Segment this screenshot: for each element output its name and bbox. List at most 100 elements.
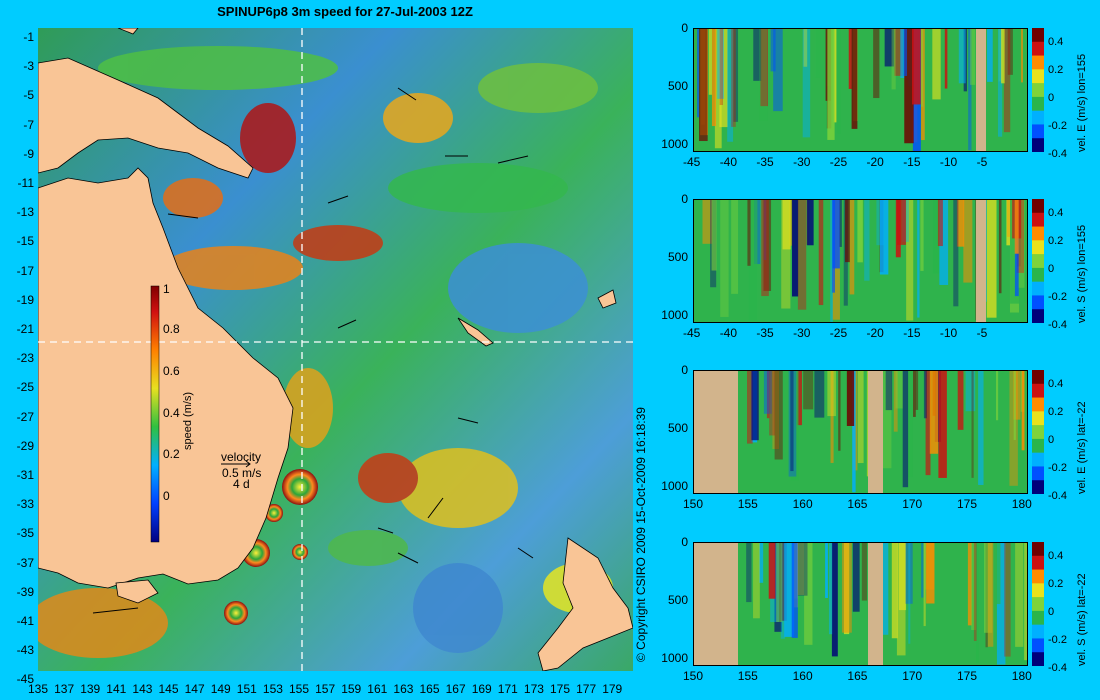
map-x-tick: 161 — [367, 682, 388, 696]
map-x-tick: 169 — [471, 682, 492, 696]
section-y-tick: 500 — [667, 593, 688, 607]
section-y-tick: 1000 — [661, 137, 688, 151]
section-cbar-tick: 0.4 — [1048, 36, 1064, 48]
section-x-tick: -10 — [939, 155, 958, 169]
map-x-tick: 147 — [184, 682, 205, 696]
map-y-tick: -31 — [16, 468, 34, 482]
map-y-tick: -23 — [16, 351, 34, 366]
map-x-tick: 171 — [497, 682, 518, 696]
section-x-tick: -45 — [683, 155, 701, 169]
velocity-legend-label: velocity — [221, 450, 262, 464]
section-cbar-tick: 0.2 — [1048, 235, 1064, 247]
section-x-tick: -5 — [976, 326, 988, 340]
section-colorbar-3 — [1032, 370, 1044, 494]
section-y-tick: 0 — [681, 363, 688, 377]
map-x-tick: 165 — [419, 682, 440, 696]
map-y-tick: -41 — [16, 614, 34, 628]
section-cbar-tick: -0.4 — [1048, 662, 1067, 674]
section-land — [976, 28, 986, 152]
section-land — [693, 370, 738, 494]
section-x-tick: -25 — [829, 155, 848, 169]
section-y-tick: 0 — [681, 535, 688, 549]
map-y-tick: -11 — [17, 176, 34, 190]
section-x-tick: -40 — [719, 155, 738, 169]
section-cbar-tick: 0 — [1048, 263, 1055, 275]
speed-map — [28, 27, 634, 672]
speed-map-svg — [28, 27, 634, 672]
map-x-tick: 143 — [132, 682, 153, 696]
velocity-legend-duration: 4 d — [233, 477, 250, 491]
map-y-tick: -9 — [23, 146, 34, 161]
speed-colorbar — [150, 285, 160, 543]
section-y-tick: 500 — [667, 79, 688, 93]
section-cbar-tick: 0.4 — [1048, 378, 1064, 390]
map-y-tick: -3 — [23, 59, 34, 74]
new-caledonia — [457, 317, 494, 347]
section-colorbar-2 — [1032, 199, 1044, 323]
section-y-tick: 1000 — [661, 651, 688, 665]
section-cbar-tick: -0.2 — [1048, 462, 1067, 474]
map-y-tick: -17 — [16, 263, 34, 278]
section-cbar-tick: 0.4 — [1048, 207, 1064, 219]
map-x-tick: 139 — [80, 682, 101, 696]
section-colorbar-1 — [1032, 28, 1044, 152]
section-x-tick: -15 — [903, 155, 921, 169]
section-x-tick: -10 — [939, 326, 958, 340]
section-y-tick: 500 — [667, 421, 688, 435]
section-cbar-tick: 0 — [1048, 606, 1055, 618]
map-x-tick: 149 — [210, 682, 231, 696]
section-x-tick: -30 — [793, 155, 811, 169]
section-cbar-label: vel. E (m/s) lon=155 — [1076, 53, 1088, 152]
section-x-tick: 180 — [1011, 497, 1032, 511]
section-cbar-tick: 0.2 — [1048, 64, 1064, 76]
map-x-tick: 175 — [550, 682, 571, 696]
section-cbar-label: vel. E (m/s) lat=-22 — [1076, 401, 1088, 494]
section-panel-4 — [693, 542, 1028, 666]
section-x-tick: 155 — [737, 669, 758, 683]
section-y-tick: 500 — [667, 250, 688, 264]
section-cbar-tick: 0.2 — [1048, 578, 1064, 590]
section-panel-2 — [693, 199, 1028, 323]
section-cbar-tick: 0.2 — [1048, 406, 1064, 418]
section-x-tick: 175 — [957, 669, 978, 683]
map-y-tick: -35 — [16, 526, 34, 541]
section-x-tick: 160 — [792, 497, 813, 511]
map-x-tick: 173 — [523, 682, 544, 696]
map-x-tick: 141 — [106, 682, 127, 696]
map-y-tick: -21 — [16, 322, 34, 336]
map-y-tick: -5 — [23, 88, 34, 103]
section-cbar-tick: 0 — [1048, 434, 1055, 446]
section-land — [693, 542, 738, 666]
section-cbar-tick: 0 — [1048, 92, 1055, 104]
map-y-tick: -33 — [16, 497, 34, 512]
section-x-tick: 155 — [737, 497, 758, 511]
island-top — [117, 27, 139, 35]
map-x-tick: 155 — [289, 682, 310, 696]
map-y-tick: -15 — [16, 234, 34, 249]
map-cbar-tick-1: 1 — [163, 282, 170, 296]
map-x-tick: 153 — [262, 682, 283, 696]
map-y-tick: -39 — [16, 584, 34, 599]
section-x-tick: 180 — [1011, 669, 1032, 683]
section-colorbar-4 — [1032, 542, 1044, 666]
map-cbar-tick-08: 0.8 — [163, 322, 180, 336]
section-y-tick: 0 — [681, 192, 688, 206]
section-x-tick: -45 — [683, 326, 701, 340]
new-zealand — [537, 537, 634, 672]
section-cbar-tick: -0.4 — [1048, 319, 1067, 331]
map-y-tick: -7 — [23, 117, 34, 132]
map-cbar-tick-02: 0.2 — [163, 447, 180, 461]
section-x-tick: -30 — [793, 326, 811, 340]
map-x-tick: 135 — [28, 682, 49, 696]
section-x-tick: 165 — [847, 497, 868, 511]
map-x-tick: 163 — [393, 682, 414, 696]
velocity-arrows — [92, 87, 534, 614]
section-x-tick: -20 — [866, 155, 884, 169]
copyright-text: © Copyright CSIRO 2009 15-Oct-2009 16:18… — [634, 407, 648, 662]
section-cbar-label: vel. S (m/s) lat=-22 — [1076, 573, 1088, 666]
section-x-tick: -25 — [829, 326, 848, 340]
section-y-tick: 1000 — [661, 308, 688, 322]
section-land — [868, 542, 883, 666]
section-x-tick: -5 — [976, 155, 988, 169]
map-cbar-label: speed (m/s) — [182, 391, 194, 450]
